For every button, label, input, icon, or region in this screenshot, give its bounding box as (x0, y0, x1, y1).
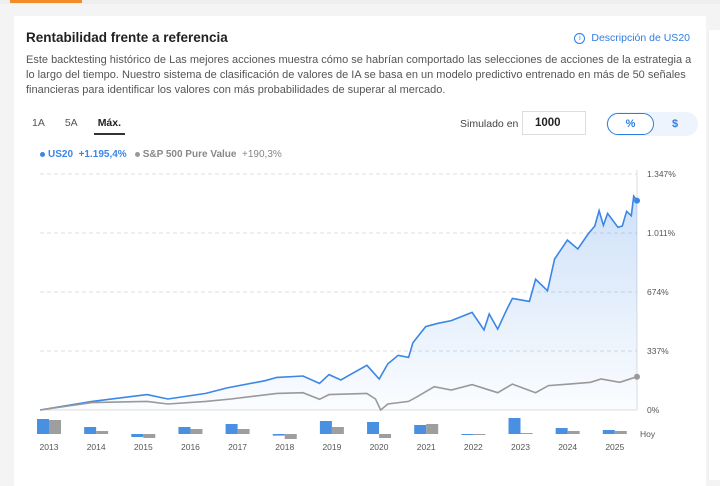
x-tick-label: 2021 (417, 442, 436, 452)
x-tick-label: 2017 (228, 442, 247, 452)
legend-name: US20 (48, 149, 74, 160)
us20-end-point (634, 197, 640, 204)
sp500-annual-bar (96, 431, 109, 434)
sp500-annual-bar (567, 431, 580, 434)
us20-annual-bar (131, 434, 144, 437)
us20-annual-bar (555, 428, 568, 434)
unit-toggle: % $ (606, 112, 698, 136)
legend-us20[interactable]: US20 +1.195,4% (40, 149, 127, 160)
us20-annual-bar (414, 425, 427, 434)
description-link[interactable]: i Descripción de US20 (574, 32, 690, 44)
legend-dot-icon (134, 151, 140, 157)
us20-annual-bar (319, 421, 332, 434)
us20-annual-bar (461, 434, 474, 435)
percent-button[interactable]: % (607, 113, 654, 135)
tab-5a[interactable]: 5A (64, 117, 78, 129)
sp500-annual-bar (331, 427, 344, 434)
top-accent (10, 0, 82, 3)
today-label: Hoy (640, 429, 656, 439)
sp500-annual-bar (284, 434, 297, 439)
tab-max[interactable]: Máx. (93, 117, 126, 135)
y-tick-label: 337% (647, 346, 669, 356)
sp500-annual-bar (49, 420, 61, 434)
sp500-annual-bar (426, 424, 439, 434)
sp500-annual-bar (190, 429, 203, 434)
y-tick-label: 1.347% (647, 169, 676, 179)
us20-area (40, 196, 637, 410)
description-text: Este backtesting histórico de Las mejore… (26, 54, 692, 96)
us20-annual-bar (272, 434, 285, 436)
sp500-line (39, 375, 638, 412)
legend-dot-icon (40, 151, 45, 157)
sp500-annual-bar (614, 431, 627, 434)
x-tick-label: 2023 (511, 442, 530, 452)
sp500-annual-bar (473, 434, 486, 435)
simulated-amount-input[interactable] (522, 111, 586, 135)
simulated-label: Simulado en (460, 118, 519, 130)
legend-name: S&P 500 Pure Value (142, 149, 237, 160)
sp500-annual-bar (379, 434, 392, 438)
description-link-label: Descripción de US20 (591, 32, 690, 44)
us20-annual-bar (178, 427, 191, 434)
y-tick-label: 1.011% (647, 228, 676, 238)
us20-annual-bar (84, 427, 97, 434)
us20-annual-bar (367, 422, 380, 434)
legend-value: +1.195,4% (78, 149, 127, 160)
y-tick-label: 0% (647, 405, 660, 415)
us20-annual-bar (508, 418, 521, 434)
x-tick-label: 2018 (275, 442, 294, 452)
tab-1a[interactable]: 1A (32, 117, 45, 129)
sp500-annual-bar (143, 434, 156, 438)
x-tick-label: 2014 (87, 442, 106, 452)
chart-legend: US20 +1.195,4% S&P 500 Pure Value +190,3… (40, 149, 282, 160)
x-tick-label: 2019 (322, 442, 341, 452)
us20-annual-bar (602, 430, 615, 434)
range-tabs: 1A 5A Máx. (32, 117, 145, 135)
legend-value: +190,3% (242, 149, 282, 160)
y-tick-label: 674% (647, 287, 669, 297)
us20-annual-bar (225, 424, 238, 434)
card-title: Rentabilidad frente a referencia (26, 30, 228, 45)
us20-annual-bar (37, 419, 49, 434)
x-tick-label: 2020 (370, 442, 389, 452)
x-tick-label: 2022 (464, 442, 483, 452)
top-bar (0, 0, 720, 4)
us20-line (39, 193, 638, 411)
sp500-annual-bar (520, 433, 533, 434)
dollar-button[interactable]: $ (671, 118, 679, 130)
side-panel (708, 30, 720, 480)
info-circle-icon: i (574, 32, 586, 44)
x-tick-label: 2016 (181, 442, 200, 452)
x-tick-label: 2013 (40, 442, 59, 452)
x-tick-label: 2025 (605, 442, 624, 452)
legend-sp500[interactable]: S&P 500 Pure Value +190,3% (134, 149, 282, 160)
x-tick-label: 2015 (134, 442, 153, 452)
sp500-end-point (634, 373, 640, 380)
x-tick-label: 2024 (558, 442, 577, 452)
sp500-annual-bar (237, 429, 250, 434)
